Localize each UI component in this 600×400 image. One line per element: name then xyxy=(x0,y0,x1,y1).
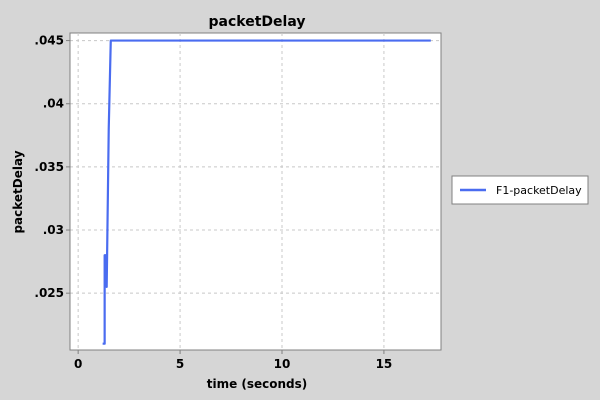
chart-title: packetDelay xyxy=(209,14,306,30)
axes xyxy=(66,33,441,354)
series-line-1 xyxy=(102,39,431,345)
x-tick-label: 0 xyxy=(74,357,82,371)
y-tick-label: .025 xyxy=(34,286,64,300)
tick-labels: 0 5 10 15 .025 .03 .035 .04 .045 xyxy=(34,34,392,371)
y-tick-label: .03 xyxy=(43,223,64,237)
series-layer xyxy=(102,39,431,345)
y-tick-label: .035 xyxy=(34,160,64,174)
x-tick-label: 5 xyxy=(176,357,184,371)
legend-label-f1: F1-packetDelay xyxy=(496,184,582,197)
x-tick-label: 15 xyxy=(376,357,393,371)
y-tick-label: .045 xyxy=(34,34,64,48)
y-axis-label: packetDelay xyxy=(11,150,25,233)
x-axis-label: time (seconds) xyxy=(207,377,308,391)
legend: F1-packetDelay xyxy=(451,175,589,205)
x-tick-label: 10 xyxy=(274,357,291,371)
y-tick-label: .04 xyxy=(43,97,64,111)
plot-area xyxy=(69,32,442,351)
